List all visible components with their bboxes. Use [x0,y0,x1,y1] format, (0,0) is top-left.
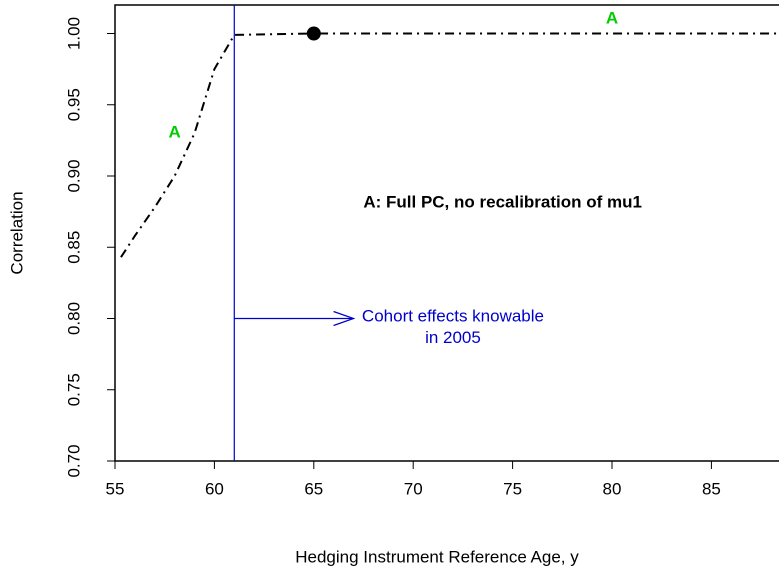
annotation: A [606,9,618,28]
y-tick-label: 0.75 [64,373,83,406]
annotation: in 2005 [425,328,481,347]
y-axis-label: Correlation [7,191,26,274]
y-tick-label: 0.85 [64,231,83,264]
annotation: A [169,123,181,142]
x-tick-label: 65 [304,479,323,498]
x-tick-label: 80 [603,479,622,498]
x-tick-label: 55 [106,479,125,498]
x-axis-label: Hedging Instrument Reference Age, y [295,547,579,566]
plot-frame [114,4,779,462]
y-tick-label: 1.00 [64,17,83,50]
annotation: A: Full PC, no recalibration of mu1 [363,193,642,212]
x-tick-label: 75 [503,479,522,498]
y-tick-label: 0.95 [64,88,83,121]
x-tick-label: 60 [205,479,224,498]
y-tick-label: 0.90 [64,159,83,192]
x-tick-label: 85 [702,479,721,498]
data-line [120,32,779,258]
annotation: Cohort effects knowable [362,307,544,326]
y-tick-label: 0.70 [64,444,83,477]
x-tick-label: 70 [404,479,423,498]
point [306,26,321,41]
y-tick-label: 0.80 [64,302,83,335]
arrow-head [333,310,356,327]
